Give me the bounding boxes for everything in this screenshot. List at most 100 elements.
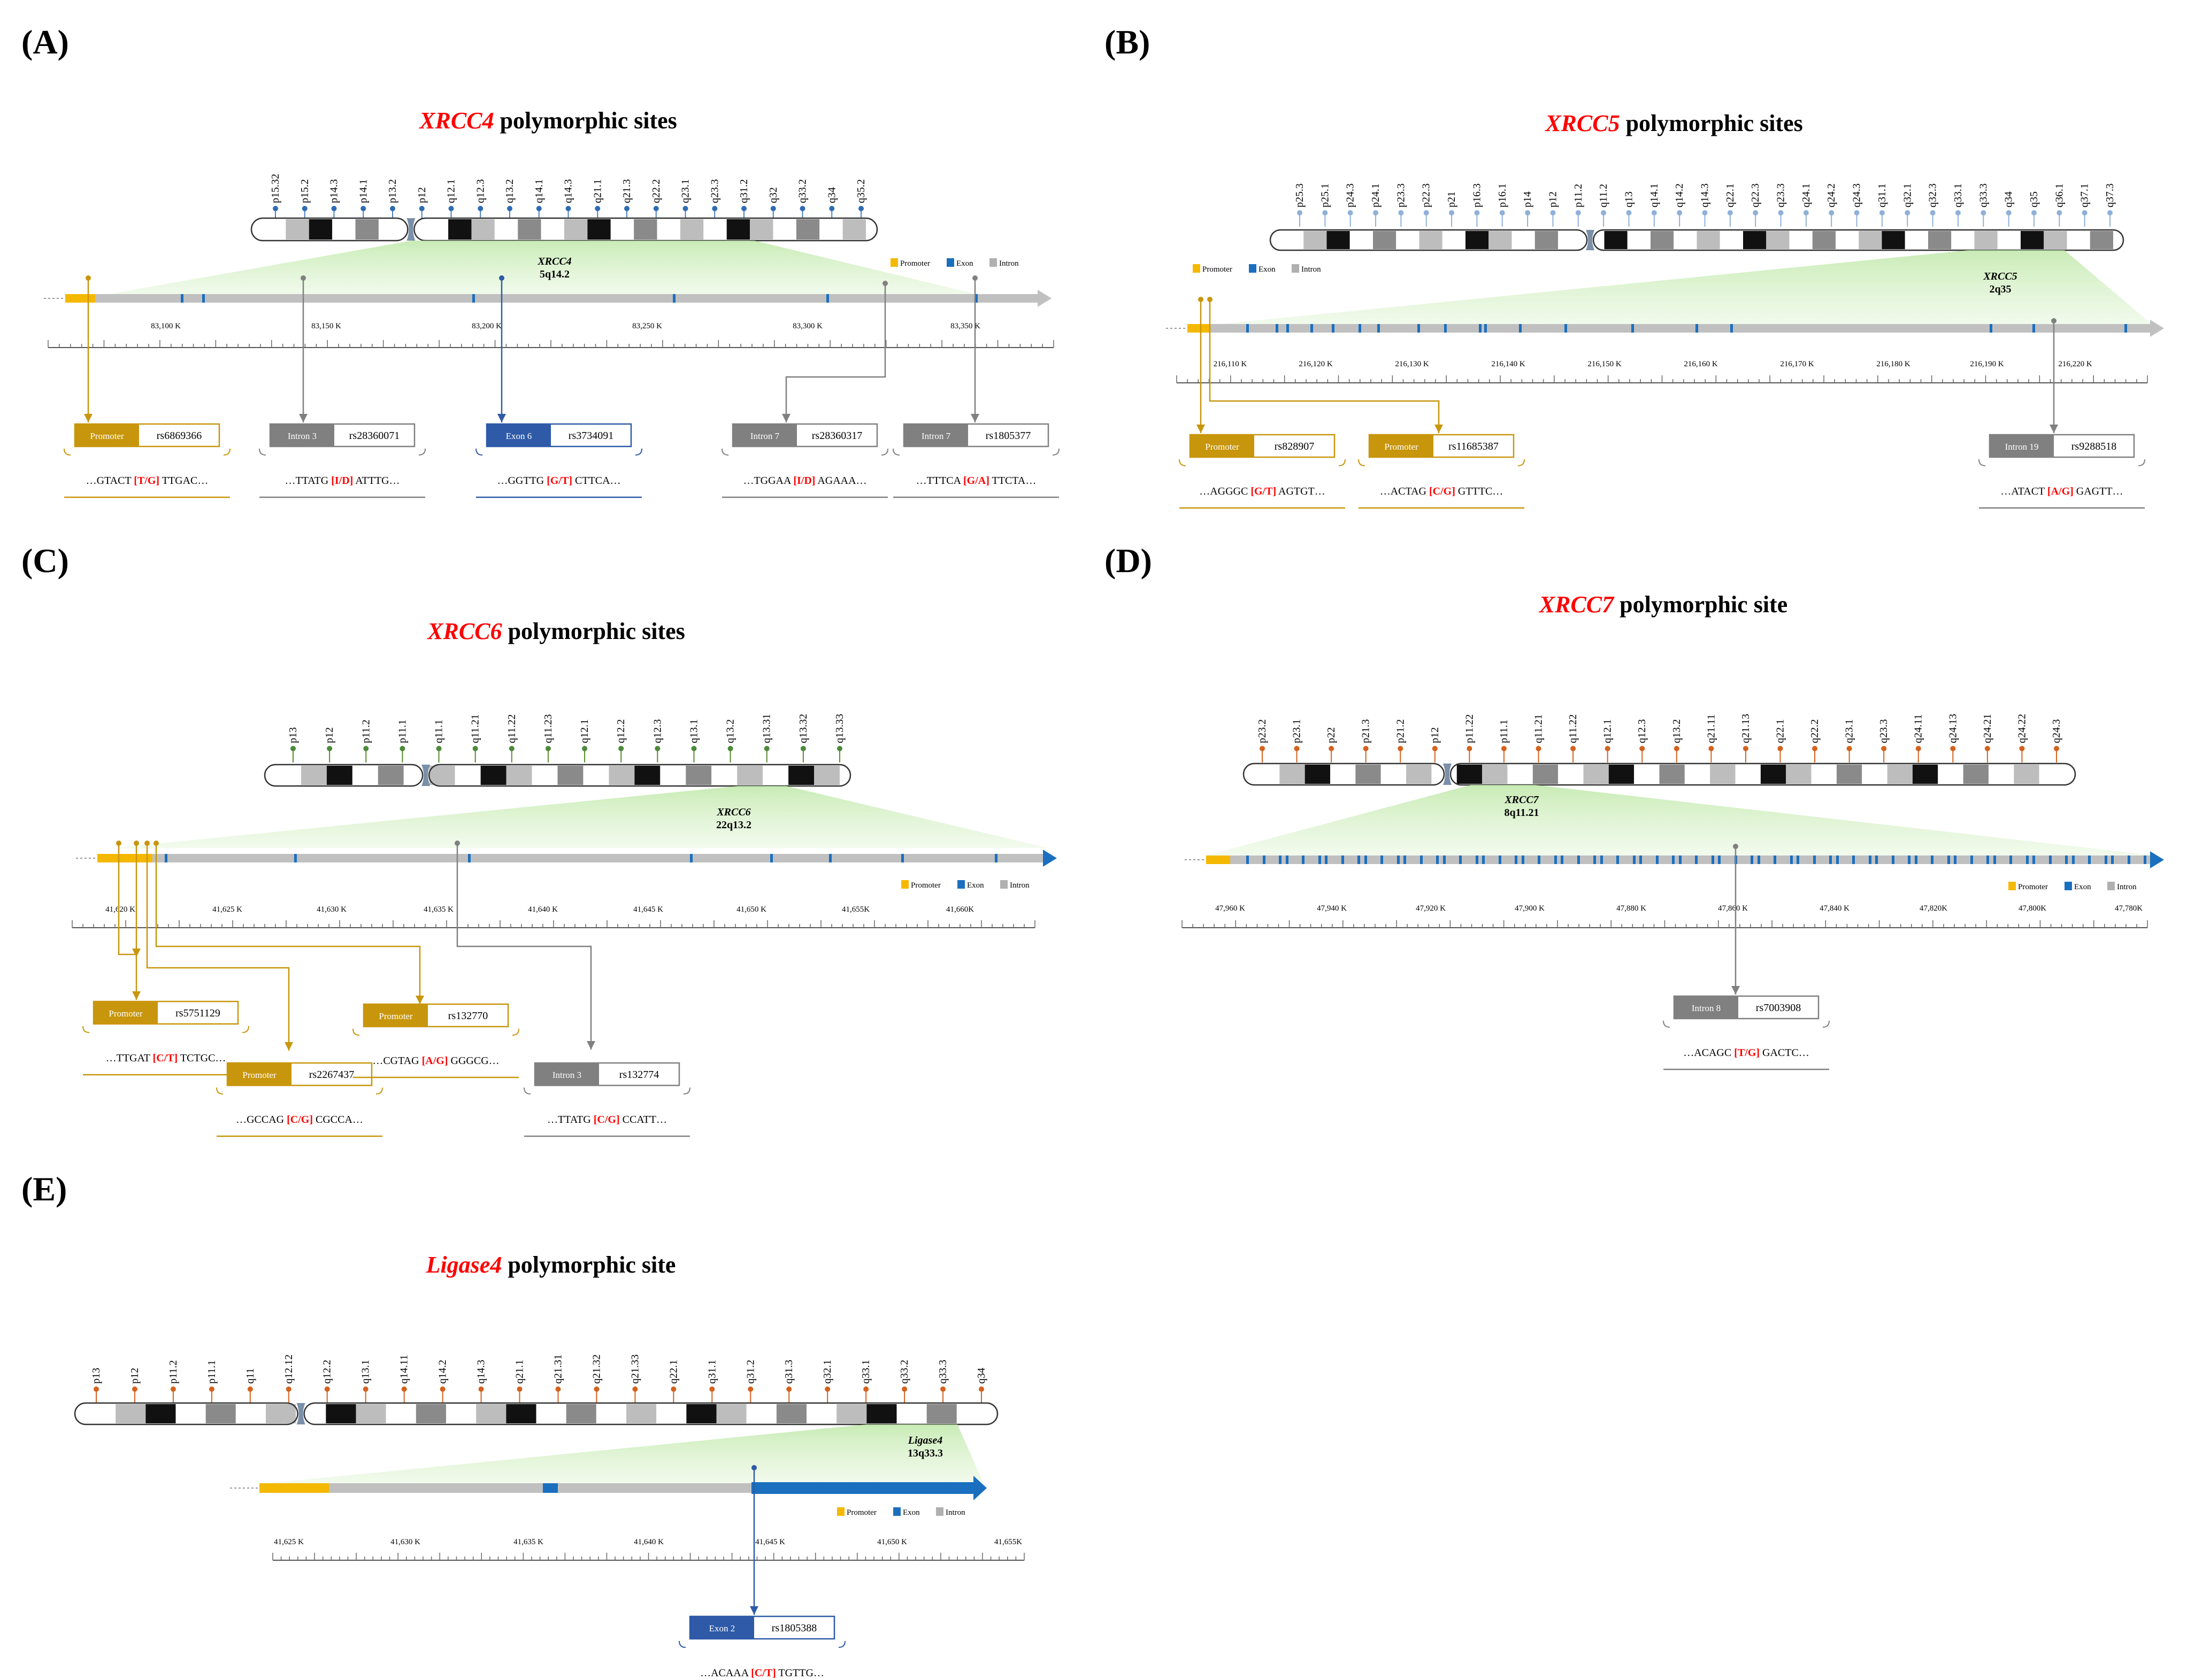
band-label: p11.2: [167, 1360, 179, 1384]
band-label: q33.3: [1977, 183, 1989, 207]
chromosome-band: [286, 219, 309, 240]
promoter-block: [1206, 856, 1230, 864]
band-marker-dot: [748, 1386, 754, 1392]
band-label: q14.2: [437, 1360, 449, 1384]
legend-intron-label: Intron: [1010, 881, 1030, 890]
centromere: [1586, 230, 1595, 250]
snp-origin-dot: [751, 1465, 757, 1470]
chromosome-band: [1859, 231, 1882, 249]
chromosome-band: [532, 766, 558, 785]
chromosome-band: [1697, 231, 1720, 249]
axis-tick-label: 216,180 K: [1876, 360, 1910, 368]
band-label: q13.2: [504, 179, 516, 203]
legend-promoter-swatch: [901, 880, 909, 889]
exon-block: [1836, 856, 1839, 864]
band-marker-dot: [360, 206, 366, 211]
band-marker-dot: [764, 746, 770, 751]
axis-tick-label: 41,650 K: [877, 1538, 907, 1546]
exon-block: [2032, 324, 2035, 333]
exon-block: [690, 854, 693, 862]
band-marker-dot: [691, 746, 697, 751]
chromosome-band: [175, 1404, 206, 1423]
chromosome-band: [1887, 765, 1913, 784]
exon-block: [1436, 856, 1439, 864]
exon-block: [1790, 856, 1793, 864]
band-marker-dot: [709, 1386, 715, 1392]
band-label: q13: [1623, 191, 1635, 207]
chromosome-band: [429, 766, 455, 785]
band-marker-dot: [1905, 210, 1910, 215]
band-marker-dot: [1803, 210, 1809, 215]
exon-block: [1302, 856, 1304, 864]
seq-right: GAGTT…: [2074, 485, 2123, 497]
snp-bracket: [418, 448, 426, 456]
axis-tick-label: 41,625 K: [212, 905, 242, 914]
snp-region-tag: [1369, 435, 1433, 457]
axis-tick-label: 216,220 K: [2058, 360, 2092, 368]
exon-block: [472, 294, 475, 303]
chromosome-band: [1836, 231, 1859, 249]
chromosome-band: [1882, 231, 1905, 249]
locus-band: 8q11.21: [1504, 807, 1539, 819]
legend-intron-swatch: [989, 258, 997, 267]
title-gene: XRCC4: [418, 107, 494, 134]
exon-block: [181, 294, 183, 303]
seq-left: …ACAAA: [700, 1667, 751, 1679]
seq-right: TTGAC…: [159, 475, 208, 487]
chromosome-band: [518, 219, 541, 240]
chromosome-band: [657, 219, 680, 240]
centromere: [421, 765, 431, 786]
exon-block: [1774, 856, 1776, 864]
exon-block: [2105, 856, 2107, 864]
exon-block: [2151, 856, 2153, 864]
band-marker-dot: [1846, 746, 1852, 751]
legend-exon-label: Exon: [956, 259, 973, 268]
band-marker-dot: [655, 746, 661, 751]
chromosome-band: [1862, 765, 1887, 784]
snp-bracket: [1517, 459, 1525, 466]
snp-sequence: …ACAAA [C/T] TGTTG…: [700, 1667, 824, 1679]
chromosome-band: [332, 219, 356, 240]
exon-block: [1377, 324, 1380, 333]
exon-block: [1246, 856, 1249, 864]
chromosome-band: [2090, 231, 2113, 249]
chromosome-band: [326, 766, 352, 785]
chromosome-band: [425, 219, 449, 240]
chromosome-band: [2014, 765, 2039, 784]
band-label: p21.3: [1360, 719, 1372, 743]
band-marker-dot: [390, 206, 395, 211]
band-label: p14: [1522, 191, 1533, 207]
band-label: q22.2: [1809, 719, 1821, 743]
band-marker-dot: [448, 206, 454, 211]
axis-tick-label: 47,920 K: [1416, 904, 1446, 913]
snp-bracket: [216, 1087, 224, 1095]
band-marker-dot: [979, 1386, 984, 1392]
band-marker-dot: [786, 1386, 792, 1392]
band-label: p12: [129, 1368, 141, 1384]
band-marker-dot: [2031, 210, 2037, 215]
band-label: q12.2: [615, 719, 627, 743]
legend-promoter-label: Promoter: [1202, 265, 1232, 274]
chromosome-band: [814, 766, 840, 785]
seq-allele: [T/G]: [1734, 1047, 1760, 1059]
chromosome-band: [145, 1404, 176, 1423]
seq-left: …GCCAG: [236, 1114, 287, 1126]
seq-right: GGGCG…: [448, 1055, 500, 1067]
chromosome-band: [750, 219, 773, 240]
chromosome-band: [746, 1404, 777, 1423]
chromosome-band: [1355, 765, 1381, 784]
band-label: q11.23: [542, 714, 554, 743]
axis-tick-label: 47,940 K: [1317, 904, 1347, 913]
axis-tick-label: 216,110 K: [1214, 360, 1247, 368]
band-label: p11.2: [360, 720, 372, 743]
centromere: [1442, 764, 1452, 785]
chromosome-band: [2039, 765, 2065, 784]
title-rest: polymorphic site: [1614, 591, 1787, 618]
band-marker-dot: [682, 206, 688, 211]
band-label: q35: [2028, 191, 2040, 207]
chromosome-band: [116, 1404, 146, 1423]
chromosome-band: [1482, 765, 1508, 784]
axis-tick-label: 41,635 K: [513, 1538, 543, 1546]
legend-exon-swatch: [957, 880, 965, 889]
axis-tick-label: 83,200 K: [472, 322, 502, 330]
